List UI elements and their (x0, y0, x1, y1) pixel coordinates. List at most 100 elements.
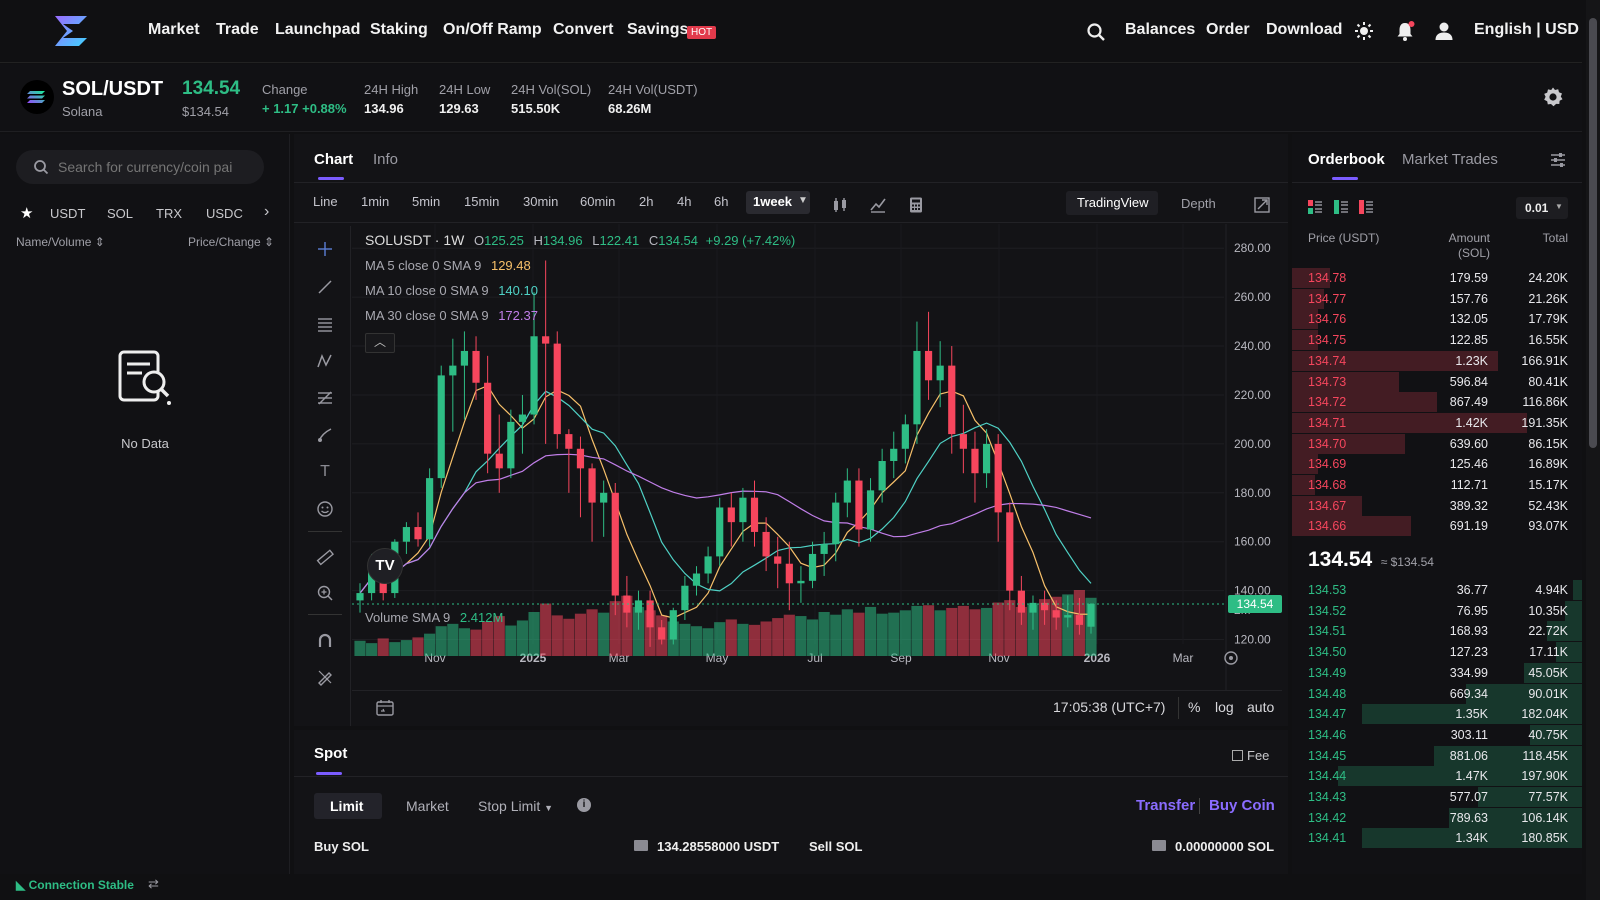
view-tradingview-button[interactable]: TradingView (1066, 191, 1158, 215)
nav-market[interactable]: Market (148, 21, 200, 38)
zoom-in-icon[interactable] (316, 584, 334, 602)
nav-order[interactable]: Order (1206, 21, 1250, 38)
candle-type-icon[interactable] (831, 196, 849, 214)
bid-row[interactable]: 134.45 881.06 118.45K (1292, 745, 1582, 767)
nav-trade[interactable]: Trade (216, 21, 259, 38)
crosshair-icon[interactable] (316, 240, 334, 258)
order-type-stop-limit[interactable]: Stop Limit ▼ (478, 798, 554, 814)
search-icon[interactable] (1086, 22, 1106, 42)
timeframe-5min[interactable]: 5min (412, 194, 441, 209)
bid-row[interactable]: 134.47 1.35K 182.04K (1292, 704, 1582, 725)
ask-row[interactable]: 134.69 125.46 16.89K (1292, 454, 1582, 475)
coin-search-input[interactable] (58, 157, 258, 177)
nav-on-off-ramp[interactable]: On/Off Ramp (443, 21, 542, 38)
nav-balances[interactable]: Balances (1125, 21, 1196, 38)
tab-info[interactable]: Info (373, 151, 399, 168)
chevron-right-icon[interactable]: › (264, 203, 270, 220)
horizontal-lines-icon[interactable] (316, 315, 334, 333)
tradingview-logo-icon[interactable]: TV (367, 548, 403, 584)
log-scale-toggle[interactable]: log (1215, 699, 1234, 715)
timeframe-6h[interactable]: 6h (714, 194, 729, 209)
pattern-icon[interactable] (316, 352, 334, 370)
tab-orderbook[interactable]: Orderbook (1308, 151, 1385, 168)
user-account-icon[interactable] (1433, 20, 1455, 42)
nav-download[interactable]: Download (1266, 21, 1343, 38)
trend-line-icon[interactable] (316, 278, 334, 296)
timeframe-2h[interactable]: 2h (639, 194, 654, 209)
calculator-icon[interactable] (907, 196, 925, 214)
coin-search-box[interactable] (16, 150, 264, 184)
bid-row[interactable]: 134.52 76.95 10.35K (1292, 600, 1582, 622)
ruler-icon[interactable] (316, 548, 335, 566)
timeframe-15min[interactable]: 15min (464, 194, 500, 209)
nav-launchpad[interactable]: Launchpad (275, 21, 361, 38)
bid-row[interactable]: 134.48 669.34 90.01K (1292, 683, 1582, 705)
ask-row[interactable]: 134.74 1.23K 166.91K (1292, 350, 1582, 372)
sun-icon[interactable] (1354, 21, 1374, 41)
view-both-icon[interactable] (1308, 200, 1322, 214)
sort-name-volume[interactable]: Name/Volume ⇕ (16, 235, 105, 249)
candlestick-chart[interactable]: 280.00 260.00 240.00 220.00 200.00 180.00 160.… (352, 224, 1282, 722)
sort-price-change[interactable]: Price/Change ⇕ (188, 235, 275, 249)
bid-row[interactable]: 134.44 1.47K 197.90K (1292, 766, 1582, 787)
bid-row[interactable]: 134.50 127.23 17.11K (1292, 642, 1582, 663)
bid-row[interactable]: 134.49 334.99 45.05K (1292, 662, 1582, 684)
notification-bell-icon[interactable] (1394, 20, 1416, 42)
fib-icon[interactable] (316, 389, 334, 407)
order-type-limit[interactable]: Limit (314, 793, 382, 819)
magnet-icon[interactable] (316, 632, 334, 650)
tab-chart[interactable]: Chart (314, 151, 354, 168)
quote-tab-usdt[interactable]: USDT (50, 206, 86, 221)
settings-gear-icon[interactable] (1542, 86, 1564, 108)
status-settings-icon[interactable]: ⇄ (148, 876, 159, 891)
ask-row[interactable]: 134.78 179.59 24.20K (1292, 268, 1582, 289)
auto-scale-toggle[interactable]: auto (1247, 699, 1275, 715)
view-asks-icon[interactable] (1359, 200, 1373, 214)
date-range-icon[interactable] (375, 698, 395, 718)
precision-selector[interactable]: 0.01 ▼ (1516, 197, 1568, 219)
pair-symbol[interactable]: SOL/USDT (62, 78, 164, 100)
bid-row[interactable]: 134.42 789.63 106.14K (1292, 807, 1582, 829)
view-depth-button[interactable]: Depth (1181, 196, 1216, 211)
spot-tab[interactable]: Spot (314, 745, 348, 762)
fee-button[interactable]: Fee (1232, 748, 1269, 763)
timeframe-1min[interactable]: 1min (361, 194, 390, 209)
bid-row[interactable]: 134.51 168.93 22.72K (1292, 621, 1582, 642)
chart-clock[interactable]: 17:05:38 (UTC+7) (1053, 699, 1166, 715)
ask-row[interactable]: 134.72 867.49 116.86K (1292, 392, 1582, 413)
text-tool-icon[interactable]: T (320, 463, 330, 480)
ask-row[interactable]: 134.77 157.76 21.26K (1292, 288, 1582, 310)
fullscreen-icon[interactable] (1253, 196, 1271, 214)
view-bids-icon[interactable] (1334, 200, 1348, 214)
bid-row[interactable]: 134.53 36.77 4.94K (1292, 580, 1582, 601)
buy-coin-link[interactable]: Buy Coin (1209, 797, 1275, 814)
ask-row[interactable]: 134.73 596.84 80.41K (1292, 371, 1582, 393)
collapse-legend-icon[interactable]: ︿ (365, 333, 395, 353)
tab-market-trades[interactable]: Market Trades (1402, 151, 1498, 168)
ask-row[interactable]: 134.70 639.60 86.15K (1292, 433, 1582, 455)
percent-scale-toggle[interactable]: % (1188, 699, 1201, 715)
brush-icon[interactable] (316, 426, 334, 444)
favorites-star-icon[interactable]: ★ (20, 205, 34, 222)
bid-row[interactable]: 134.46 303.11 40.75K (1292, 724, 1582, 746)
lock-drawing-icon[interactable] (316, 668, 334, 686)
ask-row[interactable]: 134.71 1.42K 191.35K (1292, 412, 1582, 434)
brand-logo[interactable] (53, 14, 89, 48)
orderbook-filter-icon[interactable] (1549, 151, 1567, 169)
ask-row[interactable]: 134.76 132.05 17.79K (1292, 309, 1582, 330)
quote-tab-trx[interactable]: TRX (156, 206, 182, 221)
language-currency-selector[interactable]: English | USD (1474, 21, 1579, 38)
bid-row[interactable]: 134.43 577.07 77.57K (1292, 787, 1582, 808)
bid-row[interactable]: 134.41 1.34K 180.85K (1292, 828, 1582, 849)
nav-staking[interactable]: Staking (370, 21, 428, 38)
emoji-icon[interactable] (316, 500, 334, 518)
quote-tab-sol[interactable]: SOL (107, 206, 134, 221)
ask-row[interactable]: 134.67 389.32 52.43K (1292, 495, 1582, 517)
nav-convert[interactable]: Convert (553, 21, 614, 38)
timeframe-1week-selected[interactable]: 1week ▼ (746, 191, 810, 214)
indicators-icon[interactable] (869, 196, 887, 214)
quote-tab-usdc[interactable]: USDC (206, 206, 243, 221)
ask-row[interactable]: 134.66 691.19 93.07K (1292, 516, 1582, 537)
timeframe-30min[interactable]: 30min (523, 194, 559, 209)
transfer-link[interactable]: Transfer (1136, 797, 1196, 814)
